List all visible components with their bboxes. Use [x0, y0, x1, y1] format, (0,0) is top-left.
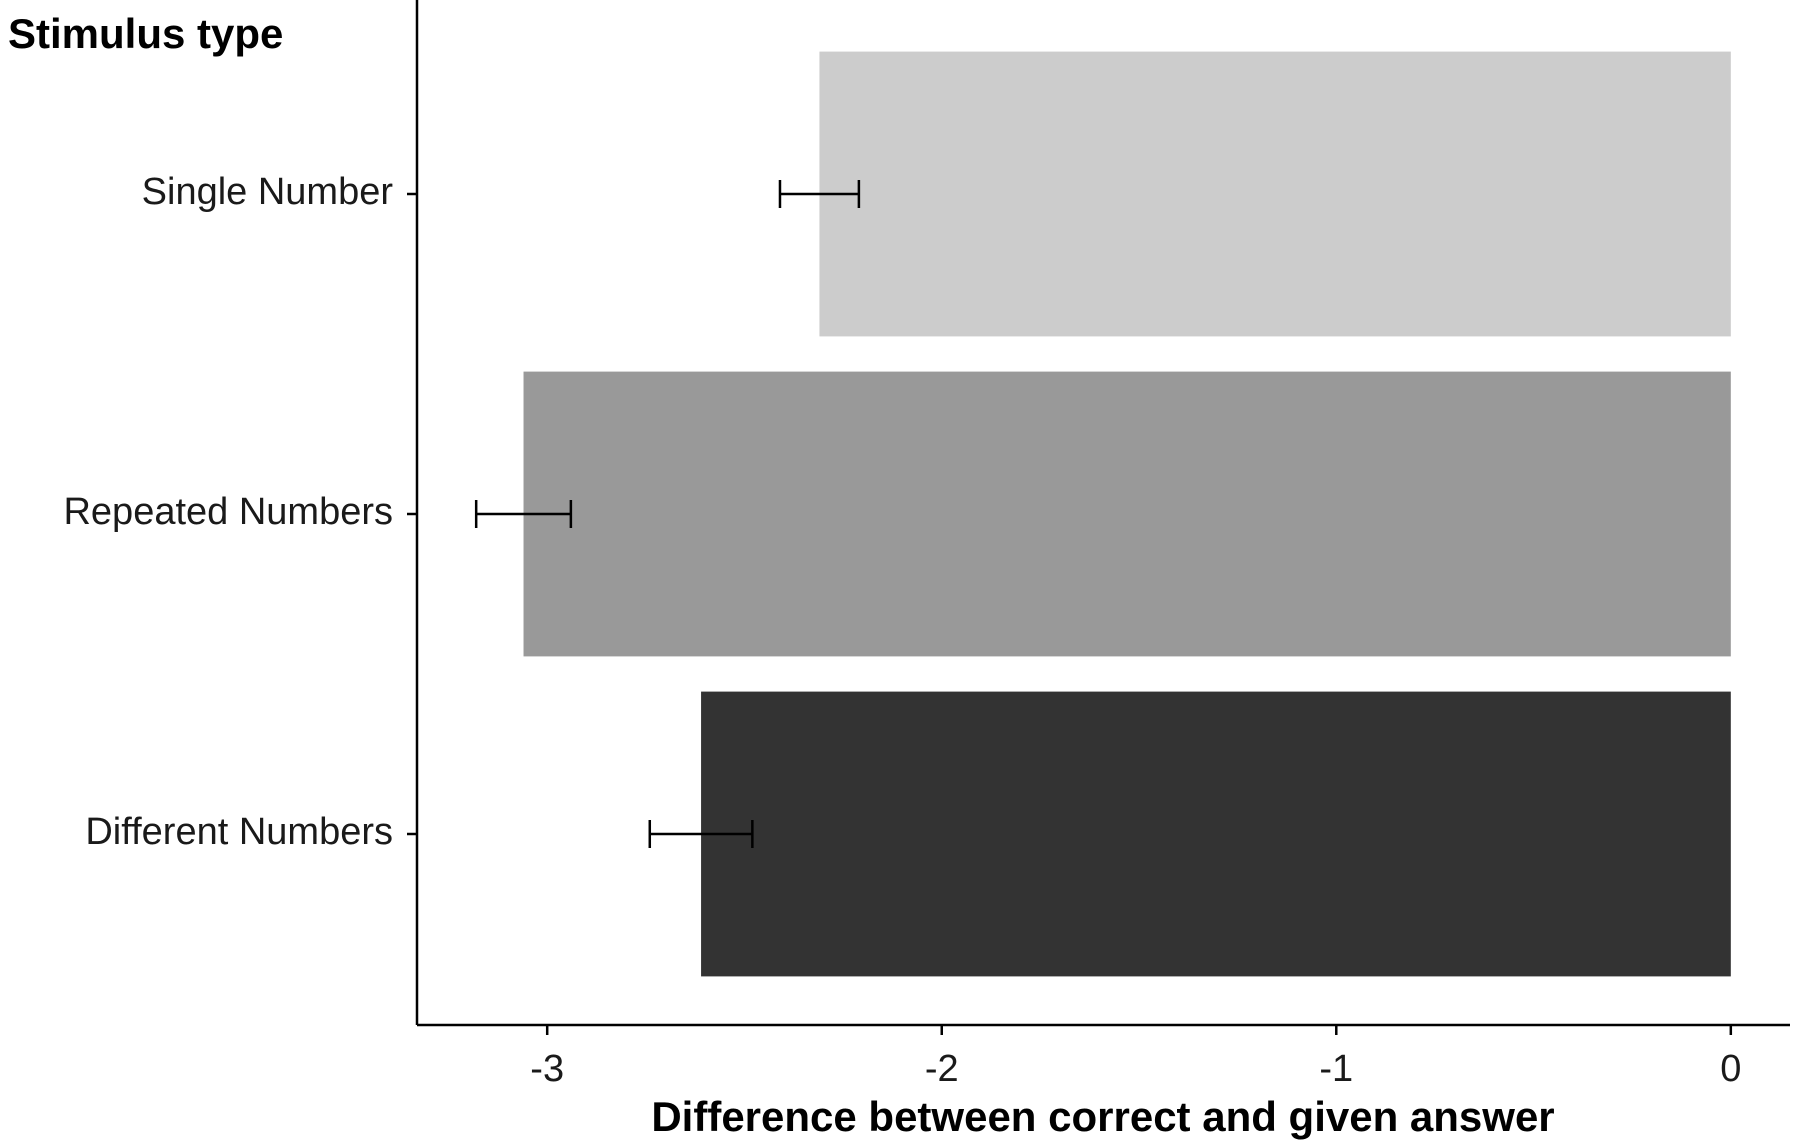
- y-tick-label: Repeated Numbers: [63, 491, 393, 533]
- bar: [819, 51, 1731, 337]
- bar: [523, 371, 1731, 657]
- error-bar: [648, 820, 754, 848]
- y-tick-label: Single Number: [142, 171, 394, 213]
- x-tick-label: -1: [1319, 1048, 1353, 1090]
- bar: [701, 691, 1731, 977]
- error-bar: [474, 500, 573, 528]
- legend-title: Stimulus type: [8, 10, 283, 57]
- x-tick-label: -2: [925, 1048, 959, 1090]
- x-axis-label: Difference between correct and given ans…: [651, 1093, 1554, 1140]
- error-bar: [778, 180, 861, 208]
- x-tick-label: 0: [1720, 1048, 1741, 1090]
- y-tick-label: Different Numbers: [85, 811, 393, 853]
- x-tick-label: -3: [530, 1048, 564, 1090]
